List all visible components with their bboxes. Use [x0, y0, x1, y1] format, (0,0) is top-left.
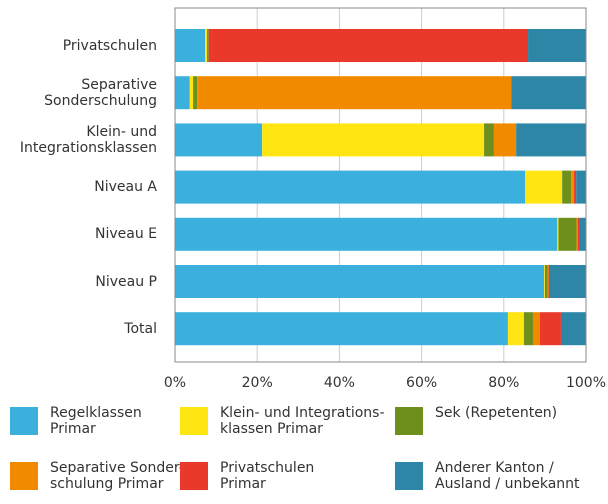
- bar-segment: [511, 76, 586, 110]
- x-tick-label: 20%: [241, 375, 273, 391]
- bar-segment: [544, 265, 548, 298]
- bar-segment: [574, 170, 577, 204]
- bar-segment: [523, 312, 533, 346]
- bar-segment: [175, 170, 526, 204]
- bar-segment: [493, 123, 517, 157]
- x-tick-label: 100%: [565, 375, 607, 391]
- plot-frame: [174, 7, 587, 363]
- bar-segment: [539, 312, 561, 346]
- legend-label: Anderer Kanton / Ausland / unbekannt: [435, 460, 580, 492]
- y-tick-label: Niveau P: [95, 273, 157, 290]
- legend-swatch: [180, 462, 208, 490]
- y-tick-label: Total: [124, 320, 157, 337]
- bar-segment: [262, 123, 485, 157]
- bar-segment: [547, 265, 549, 298]
- legend-swatch: [395, 462, 423, 490]
- bar-segment: [576, 170, 586, 204]
- bar-segment: [175, 29, 206, 62]
- legend-swatch: [395, 407, 423, 435]
- x-tick-label: 60%: [406, 375, 438, 391]
- legend-swatch: [10, 462, 38, 490]
- bar-segment: [189, 76, 194, 110]
- bar-segment: [175, 123, 263, 157]
- bar-segment: [175, 265, 545, 298]
- legend-label: Sek (Repetenten): [435, 405, 558, 421]
- bar-segment: [484, 123, 494, 157]
- bar-segment: [208, 29, 529, 62]
- bar-segment: [532, 312, 540, 346]
- bar-segment: [175, 76, 190, 110]
- y-tick-label: Klein- und Integrationsklassen: [19, 123, 157, 156]
- legend-label: Klein- und Integrations- klassen Primar: [220, 405, 385, 437]
- legend-label: Regelklassen Primar: [50, 405, 142, 437]
- bar-segment: [193, 76, 198, 110]
- bar-segment: [525, 170, 563, 204]
- bar-segment: [205, 29, 208, 62]
- y-tick-label: Niveau A: [94, 179, 157, 196]
- bar-segment: [516, 123, 586, 157]
- bar-segment: [571, 170, 575, 204]
- bar-segment: [528, 29, 586, 62]
- y-tick-label: Niveau E: [94, 226, 157, 243]
- bar-segment: [557, 217, 559, 251]
- bar-segment: [544, 265, 545, 298]
- y-tick-label: Separative Sonderschulung: [44, 76, 157, 109]
- bar-segment: [507, 312, 524, 346]
- bar-segment: [175, 217, 558, 251]
- bar-segment: [549, 265, 586, 298]
- bar-segment: [197, 76, 512, 110]
- legend-swatch: [180, 407, 208, 435]
- bar-segment: [175, 312, 508, 346]
- bar-segment: [577, 217, 580, 251]
- bar-segment: [576, 217, 578, 251]
- x-tick-label: 40%: [323, 375, 355, 391]
- legend-swatch: [10, 407, 38, 435]
- x-tick-label: 80%: [488, 375, 520, 391]
- bar-segment: [560, 312, 586, 346]
- x-tick-label: 0%: [163, 375, 187, 391]
- legend-label: Separative Sonder- schulung Primar: [50, 460, 184, 492]
- bar-segment: [562, 170, 572, 204]
- legend-label: Privatschulen Primar: [220, 460, 315, 492]
- bar-segment: [558, 217, 577, 251]
- bar-segment: [579, 217, 586, 251]
- bar-segment: [207, 29, 209, 62]
- y-tick-label: Privatschulen: [62, 37, 157, 54]
